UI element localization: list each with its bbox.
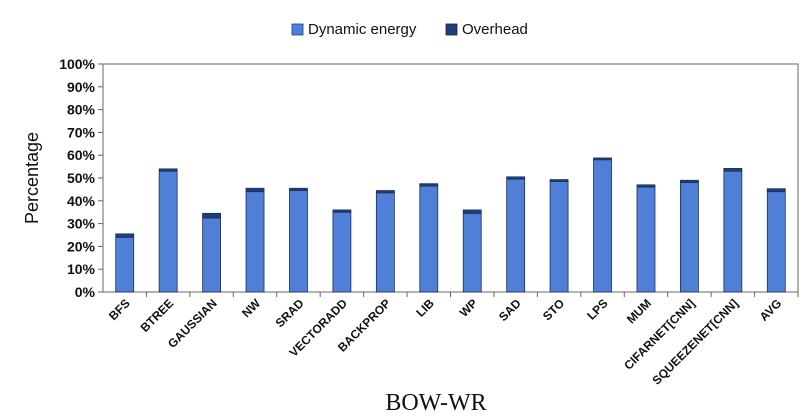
y-axis: 0% 10% 20% 30% 40% 50% 60% 70% 80% 90% 100% (59, 56, 103, 300)
x-tick-label: BFS (106, 296, 133, 323)
bar-dynamic-energy-lps (593, 159, 612, 293)
bar-dynamic-energy-bfs (115, 236, 135, 293)
bar-dynamic-energy-srad (289, 190, 308, 293)
bar-overhead-btree (158, 168, 178, 172)
bar-dynamic-energy-vectoradd (332, 211, 352, 293)
x-tick-label: LIB (413, 296, 437, 320)
bar-overhead-lps (593, 157, 612, 161)
legend-swatch-dynamic-energy (291, 23, 304, 36)
y-tick-label: 90% (67, 79, 96, 95)
bar-dynamic-energy-cifarnet-cnn (680, 182, 699, 293)
bar-dynamic-energy-sto (549, 181, 569, 293)
bar-dynamic-energy-gaussian (202, 217, 221, 293)
y-tick-label: 50% (67, 170, 96, 186)
bar-overhead-squeezenet-cnn (723, 168, 743, 172)
y-tick-label: 100% (59, 56, 95, 72)
bars (115, 157, 786, 293)
x-axis-label: BOW-WR (385, 390, 486, 416)
y-tick-label: 80% (67, 102, 96, 118)
y-axis-label: Percentage (22, 132, 42, 224)
bar-dynamic-energy-sad (506, 178, 526, 293)
bar-dynamic-energy-squeezenet-cnn (723, 170, 743, 293)
x-tick-label: MUM (624, 296, 654, 326)
legend-label-overhead: Overhead (462, 21, 528, 38)
bar-dynamic-energy-wp (462, 212, 482, 293)
y-tick-label: 10% (67, 261, 96, 277)
y-tick-label: 30% (67, 216, 96, 232)
bar-overhead-wp (462, 209, 482, 214)
bar-dynamic-energy-backprop (375, 192, 395, 293)
x-tick-label: SQUEEZENET[CNN] (650, 296, 741, 387)
x-tick-label: AVG (757, 296, 785, 324)
bar-overhead-srad (289, 187, 308, 191)
bar-overhead-gaussian (202, 212, 221, 219)
bar-overhead-sto (549, 179, 569, 182)
y-tick-label: 60% (67, 147, 96, 163)
y-tick-label: 0% (75, 284, 96, 300)
legend: Dynamic energy Overhead (291, 21, 528, 38)
bar-dynamic-energy-mum (636, 186, 656, 293)
bar-dynamic-energy-avg (766, 191, 786, 293)
legend-label-dynamic-energy: Dynamic energy (308, 21, 417, 38)
x-tick-label: SRAD (273, 296, 307, 330)
bar-overhead-lib (419, 183, 439, 187)
bar-overhead-mum (636, 184, 656, 188)
y-tick-label: 20% (67, 238, 96, 254)
bar-overhead-avg (766, 188, 786, 193)
x-tick-label: WP (457, 296, 481, 320)
bar-overhead-sad (506, 176, 526, 180)
x-tick-label: BTREE (138, 296, 177, 335)
x-tick-label: STO (540, 296, 567, 323)
bar-dynamic-energy-lib (419, 185, 439, 293)
bar-overhead-cifarnet-cnn (680, 179, 699, 183)
bar-dynamic-energy-nw (245, 191, 265, 293)
bar-overhead-nw (245, 187, 265, 193)
x-tick-label: LPS (584, 296, 610, 322)
y-tick-label: 70% (67, 124, 96, 140)
bar-overhead-vectoradd (332, 209, 352, 213)
x-tick-label: SAD (496, 296, 524, 324)
bar-dynamic-energy-btree (158, 170, 178, 293)
bar-overhead-bfs (115, 233, 135, 238)
x-tick-label: NW (239, 296, 264, 321)
bar-overhead-backprop (375, 190, 395, 194)
legend-swatch-overhead (445, 23, 458, 36)
y-tick-label: 40% (67, 193, 96, 209)
